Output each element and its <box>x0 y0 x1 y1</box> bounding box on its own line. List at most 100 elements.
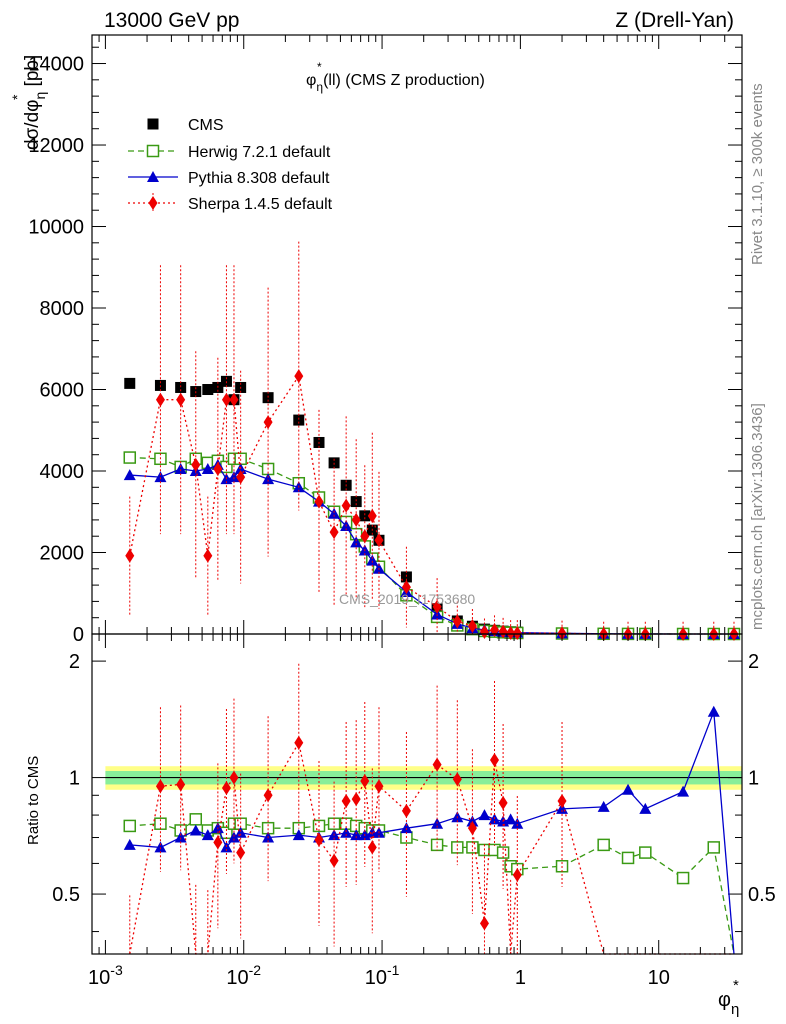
ratio-point <box>263 788 273 803</box>
y-tick-label: 4000 <box>40 461 85 483</box>
legend-marker <box>148 196 158 210</box>
data-point <box>123 469 136 481</box>
x-axis-label-sub: η <box>731 1001 739 1018</box>
ratio-point <box>557 793 567 808</box>
chart-title: φη(ll) (CMS Z production) <box>306 72 485 94</box>
x-axis-label: φη <box>718 989 739 1018</box>
y-tick-label: 10000 <box>28 217 84 239</box>
ratio-point <box>294 735 304 750</box>
data-point <box>154 471 167 483</box>
data-point <box>400 571 412 583</box>
ratio-point <box>154 841 167 853</box>
ratio-point <box>189 824 202 836</box>
data-point <box>229 392 239 407</box>
ratio-point <box>432 757 442 772</box>
data-point <box>479 624 489 639</box>
ratio-line <box>129 711 735 955</box>
ratio-series-pythia <box>123 705 735 955</box>
data-point <box>123 451 137 464</box>
data-point <box>351 512 361 527</box>
data-point <box>201 462 214 474</box>
ratio-point <box>314 832 324 847</box>
data-point <box>293 414 305 426</box>
data-point <box>366 554 379 566</box>
data-point <box>557 626 567 641</box>
ratio-point <box>176 777 186 792</box>
ratio-point <box>367 840 377 855</box>
ratio-point <box>351 792 361 807</box>
x-tick-label: 10-3 <box>88 962 123 989</box>
ratio-point <box>597 838 610 852</box>
ratio-series-herwig <box>123 813 735 955</box>
data-point <box>350 536 363 548</box>
legend-label: Pythia 8.308 default <box>188 170 330 187</box>
x-tick-label: 10-1 <box>365 962 400 989</box>
ratio-point <box>292 829 305 841</box>
ratio-y-tick-label: 0.5 <box>52 884 80 906</box>
data-point <box>452 614 462 629</box>
main-ylabel: dσ/dφη [pb] <box>22 55 48 150</box>
ratio-y-tick-label-right: 1 <box>748 768 759 790</box>
ratio-point <box>350 829 363 841</box>
ratio-point <box>478 809 491 821</box>
legend-label: CMS <box>188 117 224 134</box>
y-tick-label: 8000 <box>40 298 85 320</box>
series-sherpa <box>125 241 739 641</box>
data-point <box>203 548 213 563</box>
ratio-point <box>622 783 635 795</box>
data-point <box>401 580 411 595</box>
rivet-label: Rivet 3.1.10, ≥ 300k events <box>749 83 766 265</box>
ratio-point <box>401 803 411 818</box>
main-ylabel-post: [pb] <box>22 55 43 92</box>
data-point <box>328 507 341 519</box>
y-tick-label: 6000 <box>40 380 85 402</box>
watermark: CMS_2019_I1753680 <box>339 591 475 607</box>
data-point <box>359 510 371 522</box>
ratio-point <box>341 793 351 808</box>
ratio-point <box>229 770 239 785</box>
ratio-frame <box>91 633 743 955</box>
main-ylabel-sup: * <box>9 94 25 100</box>
data-point <box>221 392 231 407</box>
data-point <box>227 471 240 483</box>
data-point <box>350 496 362 508</box>
data-point <box>124 377 136 389</box>
ratio-point <box>174 831 187 843</box>
ratio-point <box>490 753 500 768</box>
ratio-ylabel: Ratio to CMS <box>25 756 42 845</box>
main-ylabel-sub: η <box>32 92 48 100</box>
data-point <box>314 494 324 509</box>
data-point <box>262 473 275 485</box>
legend: CMS Herwig 7.2.1 default Pythia 8.308 defa… <box>128 117 333 213</box>
data-point <box>506 625 516 640</box>
ratio-point <box>236 845 246 860</box>
ratio-point <box>360 773 370 788</box>
data-point <box>329 525 339 540</box>
data-point <box>367 508 377 523</box>
ratio-point <box>221 780 231 795</box>
x-tick-label: 10 <box>648 967 670 989</box>
legend-label: Herwig 7.2.1 default <box>188 144 331 161</box>
data-point <box>174 462 187 474</box>
ratio-point <box>123 838 136 850</box>
ratio-point <box>498 795 508 810</box>
ratio-point <box>213 835 223 850</box>
data-point <box>236 470 246 485</box>
data-point <box>262 392 274 404</box>
ratio-point <box>400 822 413 834</box>
main-ticks <box>91 35 743 635</box>
legend-label: Sherpa 1.4.5 default <box>188 196 333 213</box>
ratio-panel: 0.5 0.51 12 2 10-3 10-2 10-1 1 10 Ratio to CMS … <box>25 633 776 1018</box>
x-tick-labels: 10-3 10-2 10-1 1 10 <box>88 962 670 989</box>
ratio-point <box>621 851 635 865</box>
data-point <box>125 548 135 563</box>
data-point <box>294 369 304 384</box>
data-point <box>263 415 273 430</box>
mcplots-label: mcplots.cern.ch [arXiv:1306.3436] <box>749 403 766 630</box>
data-point <box>374 533 384 548</box>
y-tick-label: 14000 <box>28 54 84 76</box>
ratio-point <box>466 841 479 854</box>
ratio-y-tick-label: 2 <box>69 651 80 673</box>
data-point <box>202 384 214 396</box>
